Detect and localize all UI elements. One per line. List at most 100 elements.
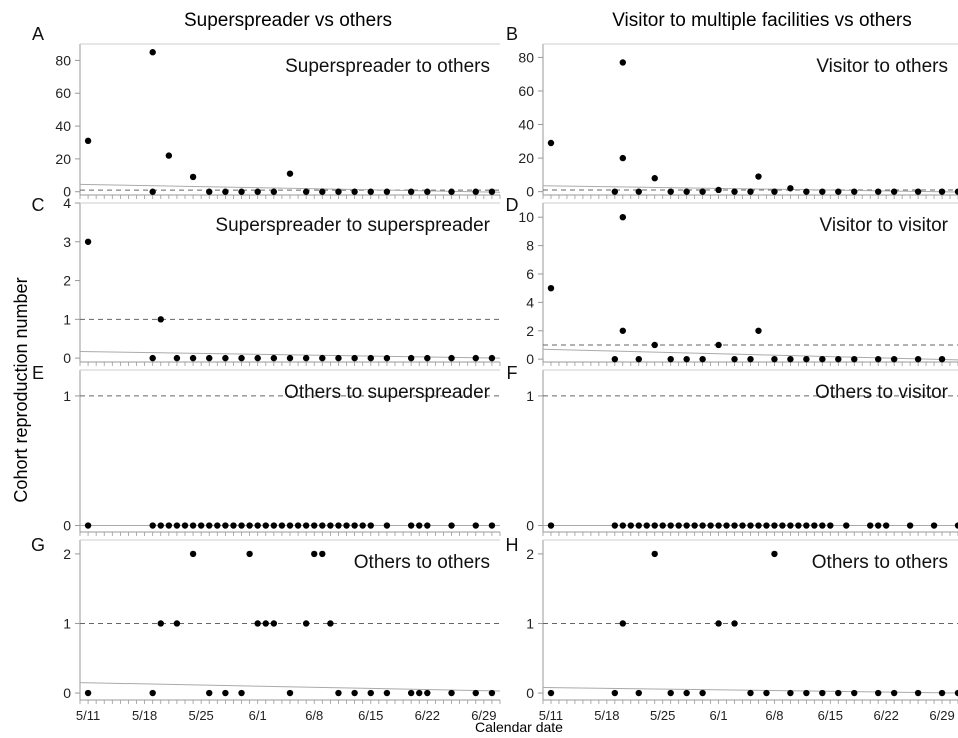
data-point <box>335 354 342 362</box>
data-point <box>319 522 326 529</box>
data-point <box>747 355 754 363</box>
data-point <box>635 689 642 697</box>
x-tick-label: 6/8 <box>305 708 323 723</box>
data-point <box>882 522 890 529</box>
data-point <box>230 522 237 529</box>
data-point <box>715 522 722 529</box>
data-point <box>84 137 92 145</box>
data-point <box>262 522 269 529</box>
data-point <box>157 620 164 627</box>
data-point <box>149 354 156 362</box>
data-point <box>819 355 826 363</box>
data-point <box>278 522 286 529</box>
y-tick-label: 3 <box>63 234 71 250</box>
panel-c: 0 1 2 3 4 Superspreader to superspreader C <box>32 195 501 366</box>
data-point <box>954 689 958 697</box>
y-tick-label: 40 <box>55 118 71 134</box>
trend-line <box>79 183 501 193</box>
data-point <box>270 620 278 627</box>
y-tick-label: 80 <box>518 49 534 65</box>
data-point <box>407 522 415 529</box>
data-point <box>246 522 253 529</box>
data-point <box>424 354 431 362</box>
data-point <box>262 620 269 627</box>
x-tick-label: 6/22 <box>415 708 440 723</box>
data-point <box>206 689 213 697</box>
data-point <box>286 170 294 177</box>
data-point <box>157 522 164 529</box>
data-point <box>254 188 261 195</box>
data-point <box>173 354 181 362</box>
data-point <box>819 689 826 697</box>
data-point <box>731 188 738 195</box>
x-tick-label: 5/11 <box>76 708 100 723</box>
data-point <box>367 522 374 529</box>
y-tick-label: 2 <box>63 546 71 562</box>
column-title-left: Superspreader vs others <box>184 10 392 31</box>
data-point <box>683 355 690 363</box>
data-point <box>755 173 762 180</box>
data-point <box>739 522 746 529</box>
data-point <box>189 354 197 362</box>
panel-f: 0 1 Others to visitor F <box>507 363 958 536</box>
y-tick-label: 0 <box>526 685 534 701</box>
data-point <box>627 522 634 529</box>
data-point <box>611 355 619 363</box>
data-point <box>270 522 278 529</box>
data-point <box>619 327 627 334</box>
data-point <box>84 238 92 245</box>
data-point <box>416 689 423 697</box>
y-tick-label: 1 <box>63 615 71 631</box>
data-point <box>914 355 922 363</box>
data-point <box>795 522 802 529</box>
data-point <box>302 620 310 627</box>
data-point <box>238 188 245 195</box>
data-point <box>874 355 882 363</box>
data-point <box>715 186 722 194</box>
data-point <box>254 620 261 627</box>
data-point <box>149 522 156 529</box>
data-point <box>448 689 455 697</box>
data-point <box>383 522 391 529</box>
data-point <box>189 173 197 181</box>
panel-letter: E <box>32 363 44 383</box>
panel-g: 0 1 2 Others to others G 5/11 5/18 5/25 6/1 6/8 6/… <box>31 535 501 723</box>
y-tick-label: 0 <box>526 184 534 200</box>
data-point <box>189 550 197 558</box>
data-point <box>165 522 173 529</box>
data-point <box>206 188 213 195</box>
data-point <box>635 522 642 529</box>
data-point <box>731 620 738 627</box>
data-point <box>181 522 189 529</box>
data-point <box>747 522 754 529</box>
y-tick-label: 0 <box>526 518 534 534</box>
panel-title: Superspreader to others <box>285 56 490 77</box>
y-tick-label: 1 <box>63 388 71 404</box>
data-point <box>286 689 294 697</box>
data-point <box>890 689 898 697</box>
y-tick-label: 8 <box>526 238 534 254</box>
data-point <box>472 354 479 362</box>
data-point <box>302 354 310 362</box>
data-point <box>914 689 922 697</box>
data-point <box>407 354 415 362</box>
data-point <box>755 522 762 529</box>
data-point <box>851 689 858 697</box>
data-point <box>651 522 658 529</box>
data-point <box>699 188 706 195</box>
data-point <box>351 188 358 195</box>
data-point <box>651 175 658 182</box>
y-tick-label: 2 <box>526 546 534 562</box>
data-point <box>448 522 455 529</box>
panel-title: Superspreader to superspreader <box>215 215 490 236</box>
y-tick-label: 4 <box>63 195 71 211</box>
panel-title: Visitor to others <box>816 56 948 77</box>
data-point <box>488 188 496 195</box>
data-point <box>667 522 674 529</box>
data-point <box>343 522 350 529</box>
data-point <box>906 522 914 529</box>
panel-e: 0 1 Others to superspreader E <box>32 363 501 536</box>
panel-title: Visitor to visitor <box>820 215 949 236</box>
data-point <box>787 355 794 363</box>
